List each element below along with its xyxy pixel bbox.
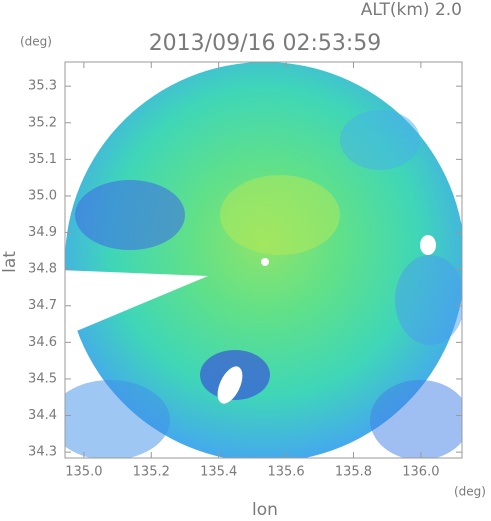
y-tick-label: 35.2: [28, 115, 57, 130]
y-tick-label: 35.0: [28, 188, 57, 203]
x-tick-label: 135.4: [200, 465, 237, 480]
plot-frame: [64, 61, 463, 459]
x-tick-label: 136.0: [402, 465, 439, 480]
chart-title: 2013/09/16 02:53:59: [149, 31, 382, 56]
y-tick-label: 35.3: [28, 79, 57, 94]
y-tick-label: 34.6: [28, 335, 57, 350]
x-tick-label: 135.0: [65, 465, 102, 480]
y-tick-label: 34.9: [28, 225, 57, 240]
y-unit: (deg): [20, 35, 52, 49]
y-axis-label: lat: [0, 251, 20, 273]
x-tick-label: 135.8: [335, 465, 372, 480]
y-tick-label: 34.7: [28, 298, 57, 313]
y-tick-label: 34.5: [28, 371, 57, 386]
x-unit: (deg): [454, 485, 486, 499]
radar-field: [65, 62, 462, 458]
y-tick-label: 34.3: [28, 445, 57, 460]
x-axis-label: lon: [252, 500, 278, 520]
x-tick-label: 135.2: [133, 465, 170, 480]
y-tick-label: 35.1: [28, 152, 57, 167]
y-tick-label: 34.8: [28, 262, 57, 277]
subtitle: ALT(km) 2.0: [361, 0, 462, 20]
y-tick-label: 34.4: [28, 408, 57, 423]
x-tick-label: 135.6: [267, 465, 304, 480]
